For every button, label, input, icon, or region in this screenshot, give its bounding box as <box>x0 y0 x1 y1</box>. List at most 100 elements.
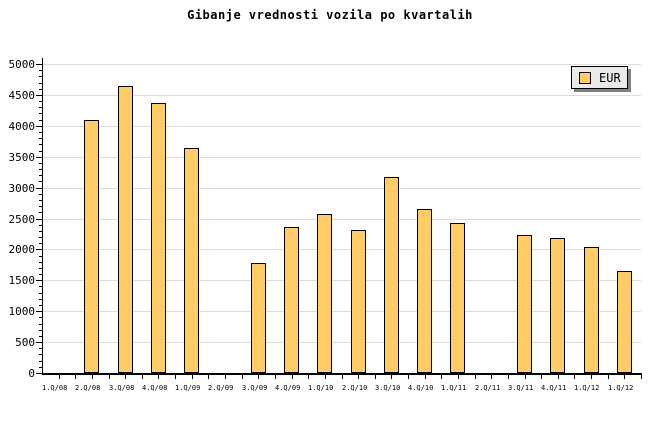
bar-4.Q/11 <box>550 238 565 373</box>
y-major-tick <box>36 280 42 281</box>
bar-3.Q/09 <box>251 263 266 373</box>
x-axis-tick-label: 1.Q/09 <box>175 384 201 392</box>
x-axis-tick <box>292 375 293 379</box>
bar-3.Q/10 <box>384 177 399 373</box>
y-axis-tick-label: 1500 <box>8 274 36 287</box>
x-axis-tick-label: 1.Q/12 <box>574 384 600 392</box>
x-axis-tick-label: 2.Q/10 <box>342 384 368 392</box>
x-axis-tick <box>109 375 110 379</box>
x-axis-line <box>42 373 642 375</box>
y-axis-tick-label: 2500 <box>8 213 36 226</box>
x-axis-tick <box>508 375 509 379</box>
y-minor-tick <box>39 107 42 108</box>
x-axis-tick <box>225 375 226 379</box>
legend-label: EUR <box>599 70 621 85</box>
gridline-500 <box>42 342 641 343</box>
bar-4.Q/10 <box>417 209 432 373</box>
x-axis-tick <box>242 375 243 379</box>
x-axis-tick <box>441 375 442 379</box>
y-minor-tick <box>39 194 42 195</box>
y-major-tick <box>36 373 42 374</box>
y-minor-tick <box>39 113 42 114</box>
gridline-5000 <box>42 64 641 65</box>
bar-1.Q/12 <box>617 271 632 373</box>
x-axis-tick <box>375 375 376 379</box>
y-major-tick <box>36 342 42 343</box>
x-axis-tick <box>208 375 209 379</box>
y-minor-tick <box>39 83 42 84</box>
y-axis-line <box>42 58 43 375</box>
x-axis-tick-label: 2.Q/08 <box>75 384 101 392</box>
x-axis-tick-label: 1.Q/08 <box>42 384 68 392</box>
y-minor-tick <box>39 151 42 152</box>
gridline-4500 <box>42 95 641 96</box>
x-axis-tick-label: 4.Q/10 <box>408 384 434 392</box>
y-minor-tick <box>39 132 42 133</box>
y-minor-tick <box>39 237 42 238</box>
x-axis-tick <box>325 375 326 379</box>
bar-1.Q/10 <box>317 214 332 373</box>
gridline-2000 <box>42 249 641 250</box>
y-minor-tick <box>39 163 42 164</box>
y-minor-tick <box>39 299 42 300</box>
x-axis-tick <box>408 375 409 379</box>
gridline-3500 <box>42 157 641 158</box>
bar-4.Q/09 <box>284 227 299 373</box>
y-major-tick <box>36 126 42 127</box>
y-minor-tick <box>39 120 42 121</box>
y-minor-tick <box>39 206 42 207</box>
y-major-tick <box>36 311 42 312</box>
x-axis-tick <box>358 375 359 379</box>
y-minor-tick <box>39 89 42 90</box>
y-minor-tick <box>39 225 42 226</box>
y-minor-tick <box>39 348 42 349</box>
y-minor-tick <box>39 231 42 232</box>
y-minor-tick <box>39 367 42 368</box>
y-axis-tick-label: 0 <box>28 367 35 380</box>
y-minor-tick <box>39 354 42 355</box>
x-axis-tick <box>125 375 126 379</box>
y-minor-tick <box>39 138 42 139</box>
y-major-tick <box>36 157 42 158</box>
y-minor-tick <box>39 169 42 170</box>
y-major-tick <box>36 95 42 96</box>
x-axis-tick-label: 1.Q/10 <box>308 384 334 392</box>
y-minor-tick <box>39 293 42 294</box>
bar-1.Q/09 <box>184 148 199 373</box>
bar-4.Q/08 <box>151 103 166 373</box>
x-axis-tick <box>591 375 592 379</box>
x-axis-tick-label: 2.Q/09 <box>208 384 234 392</box>
x-axis-tick <box>458 375 459 379</box>
gridline-1500 <box>42 280 641 281</box>
y-minor-tick <box>39 200 42 201</box>
y-major-tick <box>36 249 42 250</box>
y-minor-tick <box>39 268 42 269</box>
y-axis-tick-label: 4500 <box>8 89 36 102</box>
x-axis-tick <box>158 375 159 379</box>
y-minor-tick <box>39 181 42 182</box>
x-axis-tick <box>641 375 642 379</box>
y-axis-tick-label: 2000 <box>8 243 36 256</box>
x-axis-tick <box>192 375 193 379</box>
x-axis-tick-label: 3.Q/10 <box>375 384 401 392</box>
gridline-2500 <box>42 219 641 220</box>
y-major-tick <box>36 219 42 220</box>
bar-2.Q/10 <box>351 230 366 373</box>
x-axis-tick <box>92 375 93 379</box>
x-axis-tick <box>142 375 143 379</box>
y-minor-tick <box>39 317 42 318</box>
x-axis-tick <box>391 375 392 379</box>
x-axis-tick <box>574 375 575 379</box>
bar-3.Q/08 <box>118 86 133 373</box>
y-minor-tick <box>39 262 42 263</box>
x-axis-tick-label: 2.Q/11 <box>475 384 501 392</box>
x-axis-tick <box>175 375 176 379</box>
x-axis-tick-label: 3.Q/08 <box>109 384 135 392</box>
x-axis-tick-label: 4.Q/09 <box>275 384 301 392</box>
bar-1.Q/11 <box>450 223 465 373</box>
x-axis-tick <box>75 375 76 379</box>
y-minor-tick <box>39 361 42 362</box>
y-axis-tick-label: 500 <box>15 336 35 349</box>
y-minor-tick <box>39 286 42 287</box>
